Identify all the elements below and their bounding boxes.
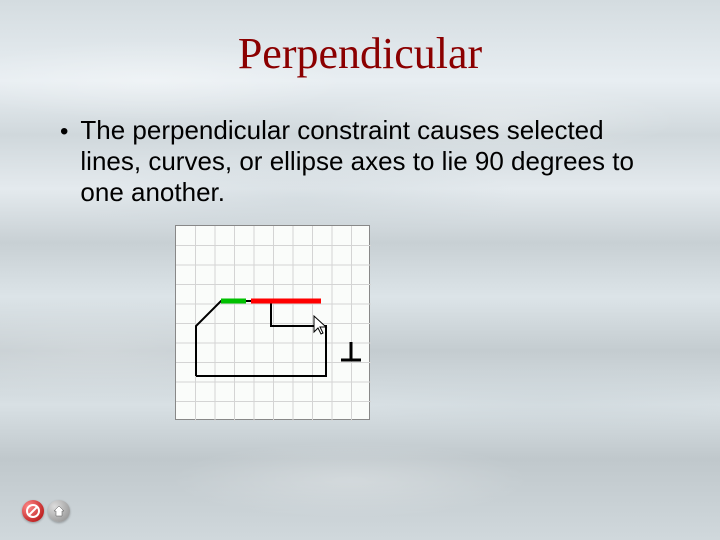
- bullet-marker: •: [60, 117, 68, 147]
- slide-title: Perpendicular: [0, 28, 720, 79]
- bullet-text: The perpendicular constraint causes sele…: [80, 115, 660, 209]
- grid: [176, 226, 371, 421]
- home-icon[interactable]: [48, 500, 70, 522]
- perpendicular-diagram: [175, 225, 370, 420]
- perpendicular-symbol-icon: [341, 342, 361, 360]
- nav-controls: [22, 500, 70, 522]
- cursor-icon: [314, 316, 326, 334]
- bullet-item: • The perpendicular constraint causes se…: [60, 115, 660, 209]
- diagram-svg: [176, 226, 371, 421]
- bullet-list: • The perpendicular constraint causes se…: [60, 115, 660, 209]
- no-entry-icon[interactable]: [22, 500, 44, 522]
